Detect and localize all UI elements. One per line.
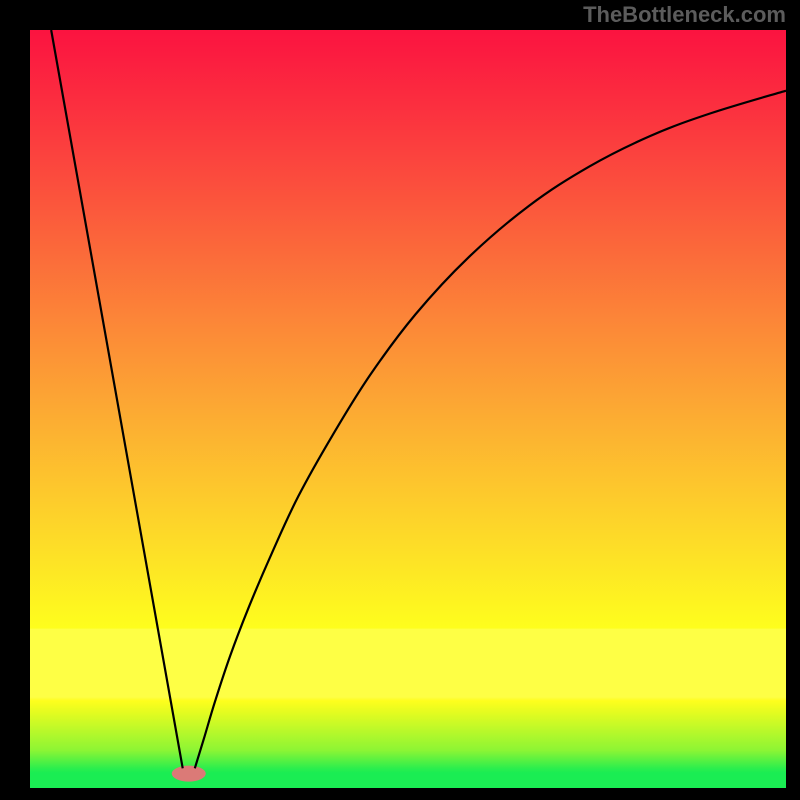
attribution-label: TheBottleneck.com	[583, 2, 786, 28]
bottleneck-marker	[172, 766, 206, 782]
bottleneck-chart	[0, 0, 800, 800]
plot-background	[30, 30, 786, 788]
